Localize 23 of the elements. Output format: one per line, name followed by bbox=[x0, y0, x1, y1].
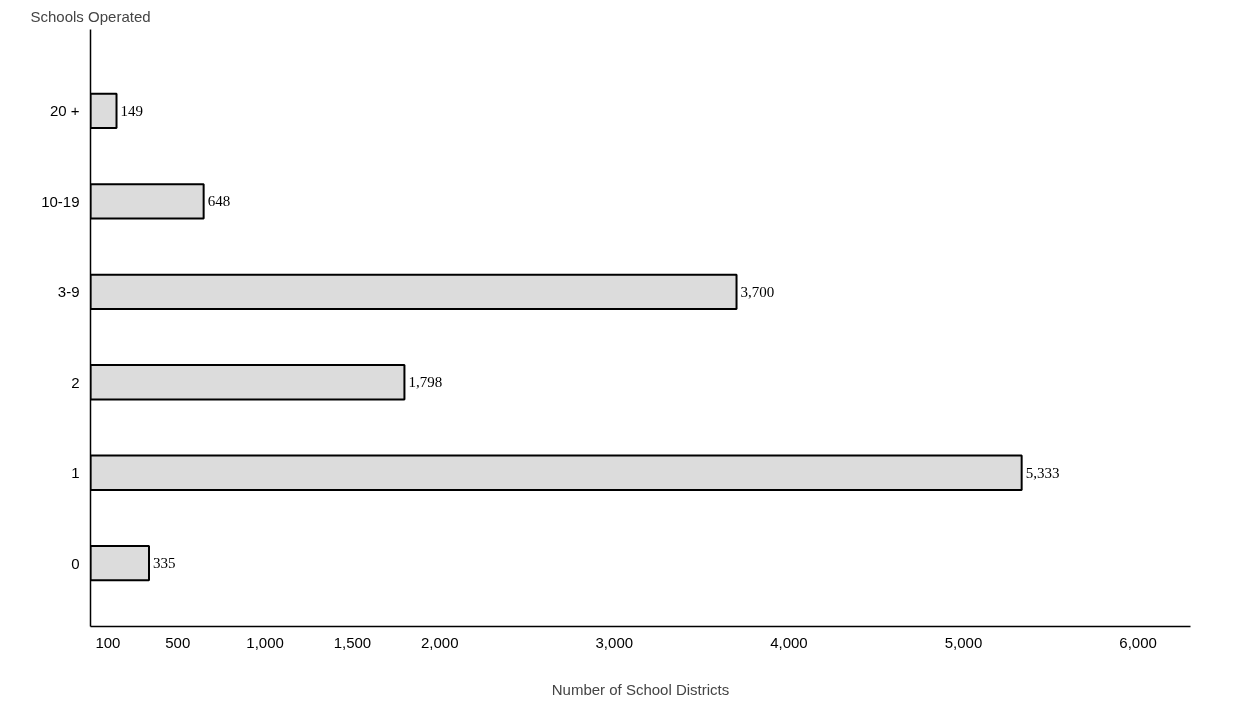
x-tick-label: 2,000 bbox=[420, 633, 459, 651]
y-tick-label: 2 bbox=[71, 373, 80, 391]
y-tick-label: 10-19 bbox=[41, 192, 80, 210]
x-tick-label: 3,000 bbox=[595, 633, 634, 651]
data-label: 3,700 bbox=[740, 283, 775, 300]
data-label: 335 bbox=[152, 555, 176, 572]
y-tick-label: 1 bbox=[71, 464, 80, 482]
x-tick-label: 6,000 bbox=[1119, 633, 1157, 651]
x-tick-label: 100 bbox=[95, 633, 121, 651]
y-tick-label: 20 + bbox=[49, 102, 80, 120]
x-tick-label: 1,000 bbox=[246, 633, 284, 651]
data-label: 648 bbox=[207, 193, 231, 210]
x-tick-label: 4,000 bbox=[770, 633, 808, 651]
x-tick-label: 500 bbox=[165, 633, 191, 651]
x-axis-title: Number of School Districts bbox=[551, 680, 730, 698]
data-label: 5,333 bbox=[1025, 464, 1060, 481]
y-tick-label: 3-9 bbox=[57, 283, 80, 301]
data-label: 1,798 bbox=[408, 374, 443, 391]
y-tick-label: 0 bbox=[71, 554, 80, 572]
data-label: 149 bbox=[120, 102, 144, 119]
y-axis-title: Schools Operated bbox=[30, 7, 151, 25]
x-tick-label: 1,500 bbox=[333, 633, 372, 651]
x-tick-label: 5,000 bbox=[944, 633, 983, 651]
